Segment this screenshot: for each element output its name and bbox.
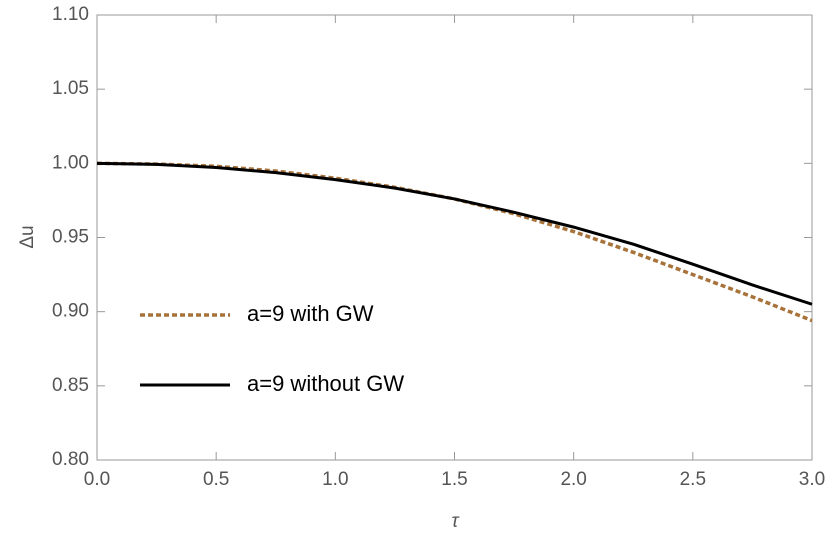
legend-label: a=9 without GW — [247, 371, 404, 396]
x-tick-label: 1.0 — [322, 469, 348, 490]
y-tick-label: 1.00 — [52, 152, 89, 173]
line-series — [96, 161, 813, 323]
x-tick-label: 2.0 — [560, 469, 586, 490]
legend-label: a=9 with GW — [247, 301, 374, 326]
x-tick-label: 3.0 — [799, 469, 825, 490]
x-axis-label: τ — [451, 511, 460, 532]
plot-frame — [96, 14, 813, 461]
y-tick-label: 0.95 — [52, 227, 89, 248]
line-series — [96, 161, 813, 306]
x-tick-label: 1.5 — [441, 469, 467, 490]
y-tick-label: 0.85 — [52, 375, 89, 396]
y-tick-label: 0.90 — [52, 301, 89, 322]
x-tick-label: 2.5 — [680, 469, 706, 490]
y-tick-label: 1.10 — [52, 4, 89, 25]
y-axis-label: Δu — [17, 225, 38, 248]
y-tick-label: 0.80 — [52, 449, 89, 470]
y-tick-label: 1.05 — [52, 78, 89, 99]
x-tick-label: 0.0 — [84, 469, 110, 490]
x-tick-label: 0.5 — [203, 469, 229, 490]
